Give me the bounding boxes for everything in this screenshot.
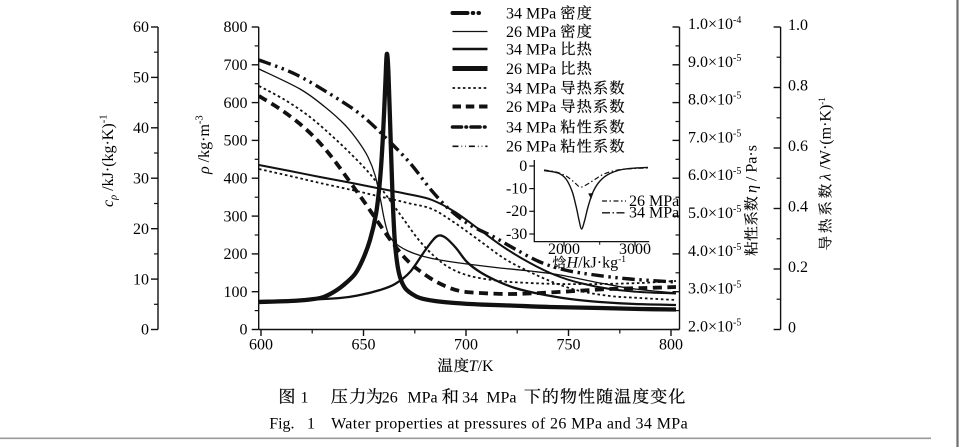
svg-text:MPa: MPa bbox=[486, 390, 516, 407]
svg-text:MPa: MPa bbox=[407, 390, 437, 407]
svg-text:700: 700 bbox=[454, 337, 478, 354]
svg-text:0: 0 bbox=[519, 158, 527, 175]
svg-text:400: 400 bbox=[224, 170, 248, 187]
svg-text:34 MPa: 34 MPa bbox=[506, 41, 556, 58]
svg-text:34 MPa: 34 MPa bbox=[506, 119, 556, 136]
svg-text:0.2: 0.2 bbox=[788, 259, 808, 276]
svg-text:26: 26 bbox=[382, 390, 398, 407]
svg-text:9.0×10-5: 9.0×10-5 bbox=[688, 53, 741, 71]
svg-text:300: 300 bbox=[224, 208, 248, 225]
svg-text:6.0×10-5: 6.0×10-5 bbox=[688, 166, 741, 184]
svg-text:-10: -10 bbox=[506, 180, 527, 197]
svg-text:200: 200 bbox=[224, 246, 248, 263]
svg-text:0: 0 bbox=[788, 320, 796, 337]
svg-text:H/kJ·kg-1: H/kJ·kg-1 bbox=[566, 255, 627, 272]
svg-text:800: 800 bbox=[224, 19, 248, 36]
svg-text:-20: -20 bbox=[506, 203, 527, 220]
svg-text:λ /W·(m·K)-1: λ /W·(m·K)-1 bbox=[817, 97, 835, 181]
svg-text:26 MPa: 26 MPa bbox=[506, 139, 556, 156]
svg-text:1: 1 bbox=[307, 416, 315, 433]
svg-text:0: 0 bbox=[141, 322, 149, 339]
svg-text:1.0: 1.0 bbox=[788, 17, 808, 34]
svg-text:3.0×10-5: 3.0×10-5 bbox=[688, 280, 741, 298]
svg-text:650: 650 bbox=[352, 337, 376, 354]
svg-text:600: 600 bbox=[224, 95, 248, 112]
svg-text:0.6: 0.6 bbox=[788, 138, 808, 155]
svg-text:T/K: T/K bbox=[469, 358, 494, 375]
svg-text:3000: 3000 bbox=[619, 241, 651, 258]
svg-text:20: 20 bbox=[133, 221, 149, 238]
svg-text:50: 50 bbox=[133, 70, 149, 87]
svg-text:34 MPa: 34 MPa bbox=[506, 5, 556, 22]
svg-text:1: 1 bbox=[301, 390, 309, 407]
svg-text:2.0×10-5: 2.0×10-5 bbox=[688, 318, 741, 336]
svg-text:2000: 2000 bbox=[548, 241, 580, 258]
svg-text:500: 500 bbox=[224, 133, 248, 150]
svg-text:26 MPa: 26 MPa bbox=[506, 24, 556, 41]
svg-text:1.0×10-4: 1.0×10-4 bbox=[688, 15, 741, 33]
svg-text:8.0×10-5: 8.0×10-5 bbox=[688, 91, 741, 109]
svg-text:-30: -30 bbox=[506, 226, 527, 243]
svg-text:5.0×10-5: 5.0×10-5 bbox=[688, 204, 741, 222]
svg-text:34: 34 bbox=[462, 390, 478, 407]
svg-text:26 MPa: 26 MPa bbox=[506, 99, 556, 116]
svg-text:0.8: 0.8 bbox=[788, 78, 808, 95]
svg-text:34 MPa: 34 MPa bbox=[506, 80, 556, 97]
svg-text:34 MPa: 34 MPa bbox=[629, 205, 679, 222]
svg-text:7.0×10-5: 7.0×10-5 bbox=[688, 128, 741, 146]
svg-text:Fig.: Fig. bbox=[269, 416, 294, 433]
svg-text:30: 30 bbox=[133, 170, 149, 187]
svg-text:26 MPa: 26 MPa bbox=[629, 193, 679, 210]
svg-text:40: 40 bbox=[133, 120, 149, 137]
svg-text:100: 100 bbox=[224, 284, 248, 301]
svg-text:600: 600 bbox=[249, 337, 273, 354]
svg-text:26 MPa: 26 MPa bbox=[506, 61, 556, 78]
svg-text:Water properties at pressures: Water properties at pressures of 26 MPa … bbox=[331, 416, 688, 433]
svg-text:ρ /kg·m-3: ρ /kg·m-3 bbox=[195, 115, 214, 175]
svg-text:60: 60 bbox=[133, 19, 149, 36]
svg-text:cρ /kJ·(kg·K)-1: cρ /kJ·(kg·K)-1 bbox=[99, 115, 120, 207]
svg-text:800: 800 bbox=[659, 337, 683, 354]
svg-text:η / Pa·s: η / Pa·s bbox=[744, 145, 761, 193]
svg-text:700: 700 bbox=[224, 57, 248, 74]
svg-text:750: 750 bbox=[557, 337, 581, 354]
svg-text:4.0×10-5: 4.0×10-5 bbox=[688, 242, 741, 260]
svg-text:0: 0 bbox=[240, 322, 248, 339]
svg-text:10: 10 bbox=[133, 271, 149, 288]
svg-text:0.4: 0.4 bbox=[788, 199, 808, 216]
